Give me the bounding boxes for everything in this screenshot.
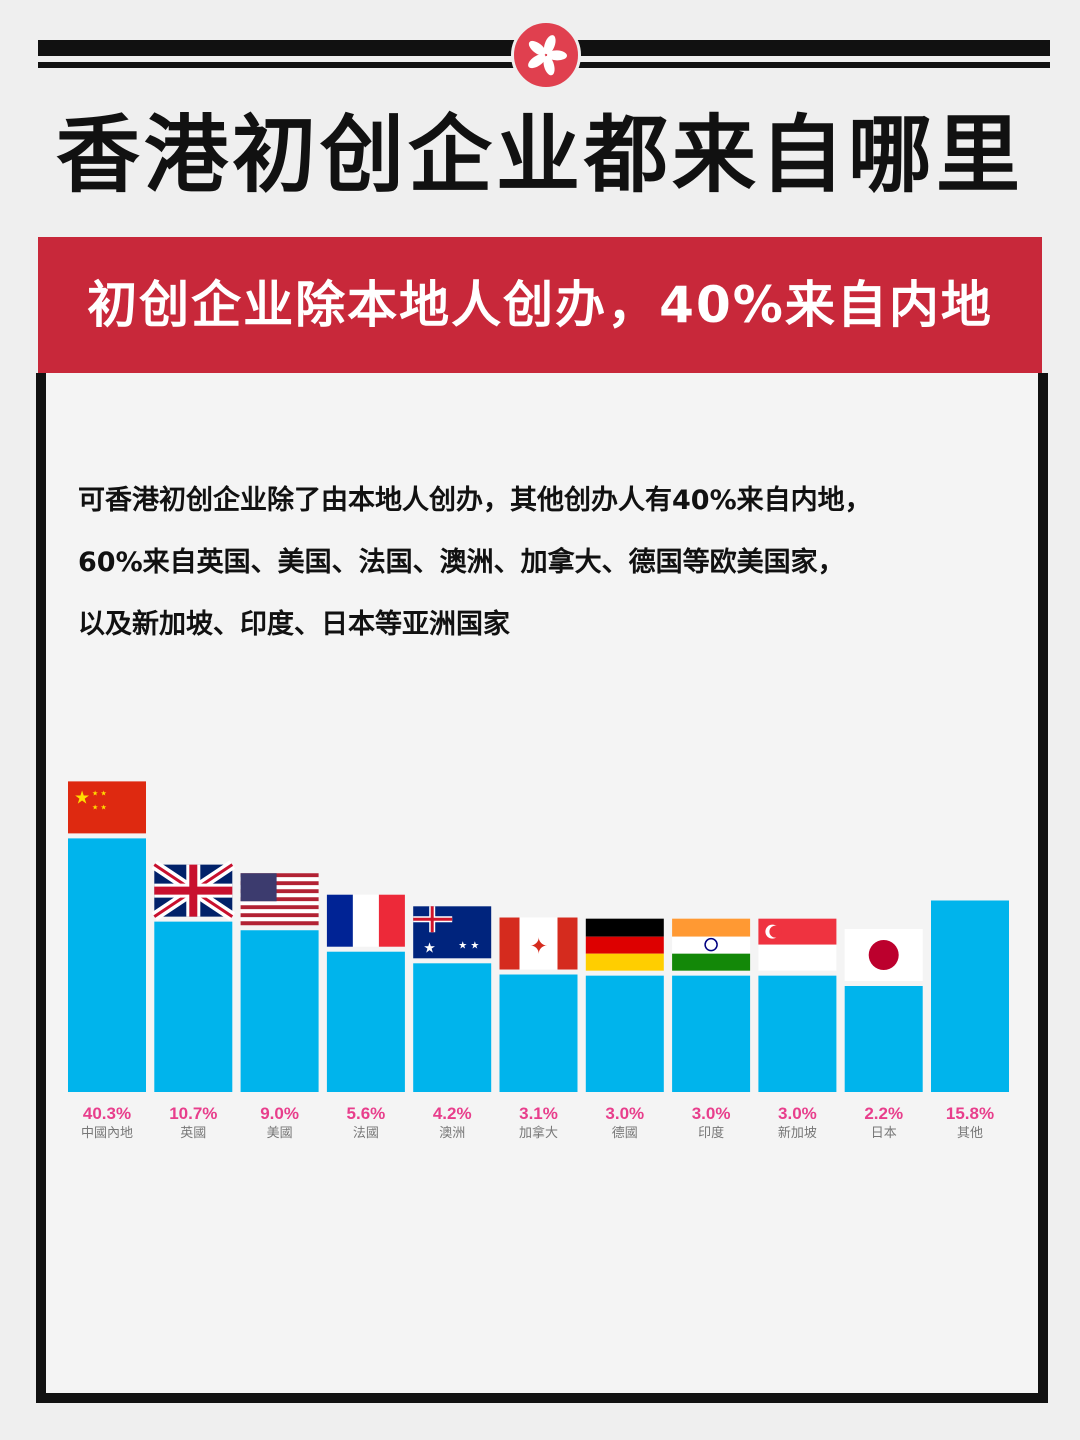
svg-text:★: ★	[74, 787, 90, 808]
description-line: 可香港初创企业除了由本地人创办，其他创办人有40%来自内地，	[78, 485, 872, 516]
japan-flag-icon	[844, 929, 923, 981]
category-label: 英國	[180, 1126, 206, 1141]
bar	[758, 975, 837, 1092]
value-label: 3.0%	[692, 1104, 731, 1123]
bar	[154, 921, 233, 1092]
bar	[240, 930, 319, 1092]
description: 可香港初创企业除了由本地人创办，其他创办人有40%来自内地， 60%来自英国、美…	[78, 470, 978, 656]
value-label: 9.0%	[260, 1104, 299, 1123]
bar	[68, 838, 146, 1092]
uk-flag-icon	[151, 860, 236, 921]
svg-text:✦: ✦	[530, 935, 548, 960]
bar	[844, 986, 923, 1092]
svg-text:★ ★: ★ ★	[92, 803, 107, 811]
svg-text:★ ★: ★ ★	[92, 789, 107, 797]
china-flag-icon: ★ ★ ★ ★ ★	[68, 781, 146, 834]
subtitle-banner: 初创企业除本地人创办，40%来自内地	[38, 237, 1042, 373]
category-label: 印度	[698, 1125, 724, 1141]
france-flag-icon	[326, 894, 405, 947]
germany-flag-icon	[585, 918, 664, 971]
category-label: 法國	[353, 1126, 379, 1141]
bar	[672, 975, 751, 1092]
value-label: 4.2%	[433, 1104, 472, 1123]
page-title: 香港初创企业都来自哪里	[55, 106, 1024, 204]
description-line: 以及新加坡、印度、日本等亚洲国家	[78, 609, 510, 640]
bar	[326, 951, 405, 1092]
bar	[585, 975, 664, 1092]
value-label: 3.0%	[605, 1104, 644, 1123]
category-label: 日本	[871, 1126, 897, 1141]
value-label: 40.3%	[83, 1104, 131, 1123]
category-label: 中國內地	[81, 1126, 133, 1141]
bar	[413, 963, 492, 1092]
value-label: 15.8%	[946, 1104, 994, 1123]
bar	[499, 974, 578, 1092]
australia-flag-icon: ★ ★ ★	[413, 906, 492, 959]
description-line: 60%来自英国、美国、法国、澳洲、加拿大、德国等欧美国家，	[78, 547, 845, 578]
canada-flag-icon: ✦	[499, 917, 578, 970]
category-label: 德國	[612, 1126, 638, 1141]
india-flag-icon	[672, 918, 751, 971]
category-label: 美國	[267, 1126, 293, 1141]
bar	[931, 900, 1009, 1092]
value-label: 3.1%	[519, 1104, 558, 1123]
category-label: 新加坡	[778, 1125, 817, 1141]
hong-kong-bauhinia-icon	[511, 20, 581, 90]
svg-text:★: ★	[423, 940, 436, 956]
value-label: 2.2%	[864, 1104, 903, 1123]
subtitle-text: 初创企业除本地人创办，40%来自内地	[87, 276, 993, 334]
category-label: 加拿大	[519, 1125, 558, 1141]
value-label: 5.6%	[347, 1104, 386, 1123]
value-label: 10.7%	[169, 1104, 217, 1123]
singapore-flag-icon	[758, 918, 837, 971]
usa-flag-icon	[240, 873, 319, 926]
category-label: 其他	[957, 1126, 983, 1141]
svg-text:★ ★: ★ ★	[458, 940, 479, 951]
value-label: 3.0%	[778, 1104, 817, 1123]
category-label: 澳洲	[439, 1125, 465, 1141]
